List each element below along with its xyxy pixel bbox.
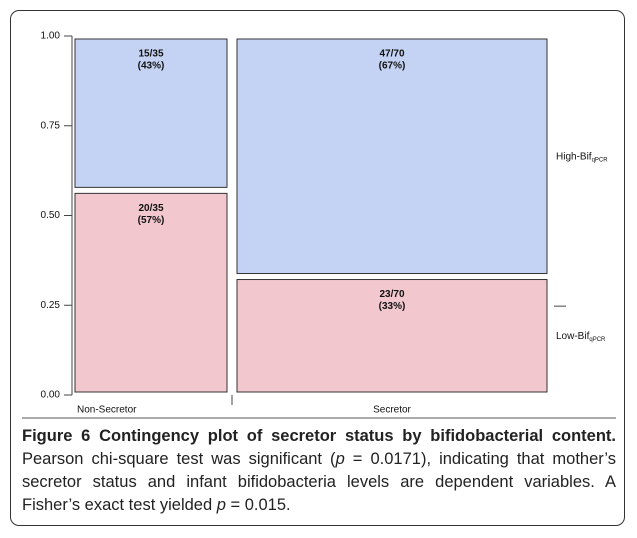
legend-name: High-Bif [556, 151, 592, 162]
mosaic-cell [74, 192, 228, 393]
value-label: (57%) [138, 215, 165, 226]
mosaic-cell [74, 38, 228, 188]
y-tick-label: 1.00 [41, 31, 61, 42]
caption-text: Pearson chi-square test was significant … [22, 450, 336, 468]
figure-frame [10, 10, 625, 526]
caption-text: = 0.015. [225, 496, 291, 514]
value-label: (33%) [379, 301, 406, 312]
y-tick-label: 0.75 [41, 120, 61, 131]
caption-text: p [216, 496, 226, 514]
chart: 0.00 0.25 0.50 0.75 1.00 Non-Secretor 20/35(57… [22, 31, 616, 419]
value-label: 20/35 [138, 203, 163, 214]
caption-title: Contingency plot of secretor status by b… [99, 427, 616, 445]
caption-label: Figure 6 [22, 427, 91, 445]
legend-label: Low-BifqPCR [556, 330, 606, 342]
x-tick-label: Non-Secretor [77, 405, 137, 416]
caption: Figure 6 Contingency plot of secretor st… [22, 425, 616, 517]
x-tick-label: Secretor [373, 405, 411, 416]
legend-subscript: qPCR [589, 336, 606, 342]
legend-label: High-BifqPCR [556, 151, 608, 163]
y-tick-label: 0.00 [41, 390, 61, 401]
value-label: (43%) [138, 61, 165, 72]
value-label: 23/70 [379, 289, 404, 300]
caption-text: p [335, 450, 345, 468]
value-label: (67%) [379, 61, 406, 72]
value-label: 47/70 [379, 49, 404, 60]
caption-text: = 0.0171), indicating that mother’s secr… [22, 450, 617, 514]
legend-name: Low-Bif [556, 330, 590, 341]
value-label: 15/35 [138, 49, 163, 60]
legend-subscript: qPCR [592, 157, 609, 163]
y-tick-label: 0.25 [41, 300, 61, 311]
mosaic-cell [236, 38, 548, 275]
y-tick-label: 0.50 [41, 210, 61, 221]
mosaic-cell [236, 279, 548, 393]
